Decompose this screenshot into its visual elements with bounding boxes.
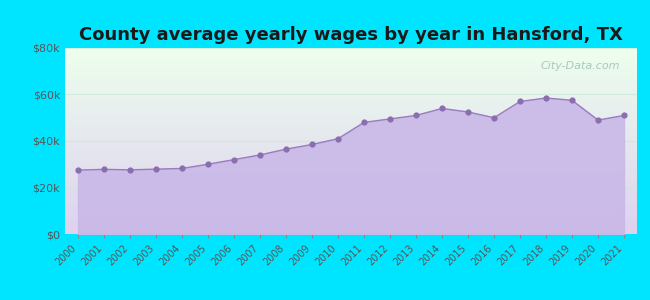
Point xyxy=(177,166,187,171)
Point xyxy=(73,168,83,172)
Point xyxy=(281,147,291,152)
Text: City-Data.com: City-Data.com xyxy=(540,61,620,71)
Point xyxy=(541,96,551,100)
Point xyxy=(619,113,629,118)
Point xyxy=(489,115,499,120)
Point xyxy=(151,167,161,172)
Point xyxy=(307,142,317,147)
Title: County average yearly wages by year in Hansford, TX: County average yearly wages by year in H… xyxy=(79,26,623,44)
Point xyxy=(203,162,213,167)
Point xyxy=(333,136,343,141)
Point xyxy=(99,167,109,172)
Point xyxy=(463,110,473,114)
Point xyxy=(255,152,265,157)
Point xyxy=(229,157,239,162)
Point xyxy=(385,116,395,121)
Point xyxy=(567,98,577,103)
Point xyxy=(515,99,525,104)
Point xyxy=(593,118,603,122)
Point xyxy=(437,106,447,111)
Point xyxy=(411,113,421,118)
Point xyxy=(359,120,369,125)
Point xyxy=(125,167,135,172)
